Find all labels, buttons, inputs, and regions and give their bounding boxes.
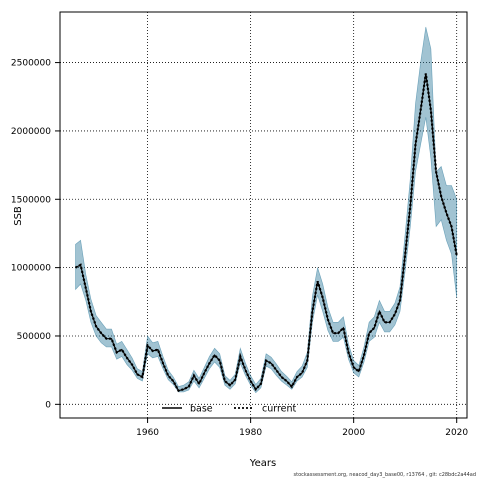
series-line-current [74, 73, 458, 392]
confidence-band-layer [75, 26, 457, 394]
y-axis-label: SSB [13, 206, 24, 226]
series-line-layer [74, 73, 458, 392]
plot-frame [59, 11, 468, 419]
y-tick-label: 1000000 [11, 264, 51, 274]
y-tick-label: 0 [45, 400, 51, 410]
series-line-base [75, 73, 458, 392]
legend: base current [162, 404, 297, 415]
legend-label-base: base [190, 404, 213, 415]
axes: 1960 1980 2000 2020 0 500000 1000000 1500000 200… [11, 11, 468, 438]
x-tick-label: 2020 [445, 428, 468, 438]
x-tick-label: 1980 [239, 428, 262, 438]
x-tick-label: 2000 [342, 428, 365, 438]
y-tick-label: 2500000 [11, 59, 51, 69]
footer-credit: stockassessment.org, neacod_day3_base00,… [293, 472, 477, 478]
gridlines [60, 12, 467, 418]
legend-label-current: current [262, 404, 297, 415]
y-tick-label: 500000 [17, 332, 52, 342]
x-tick-label: 1960 [136, 428, 159, 438]
confidence-band [75, 26, 457, 394]
y-tick-label: 2000000 [11, 127, 51, 137]
y-tick-label: 1500000 [11, 195, 51, 205]
x-axis-label: Years [249, 458, 276, 469]
